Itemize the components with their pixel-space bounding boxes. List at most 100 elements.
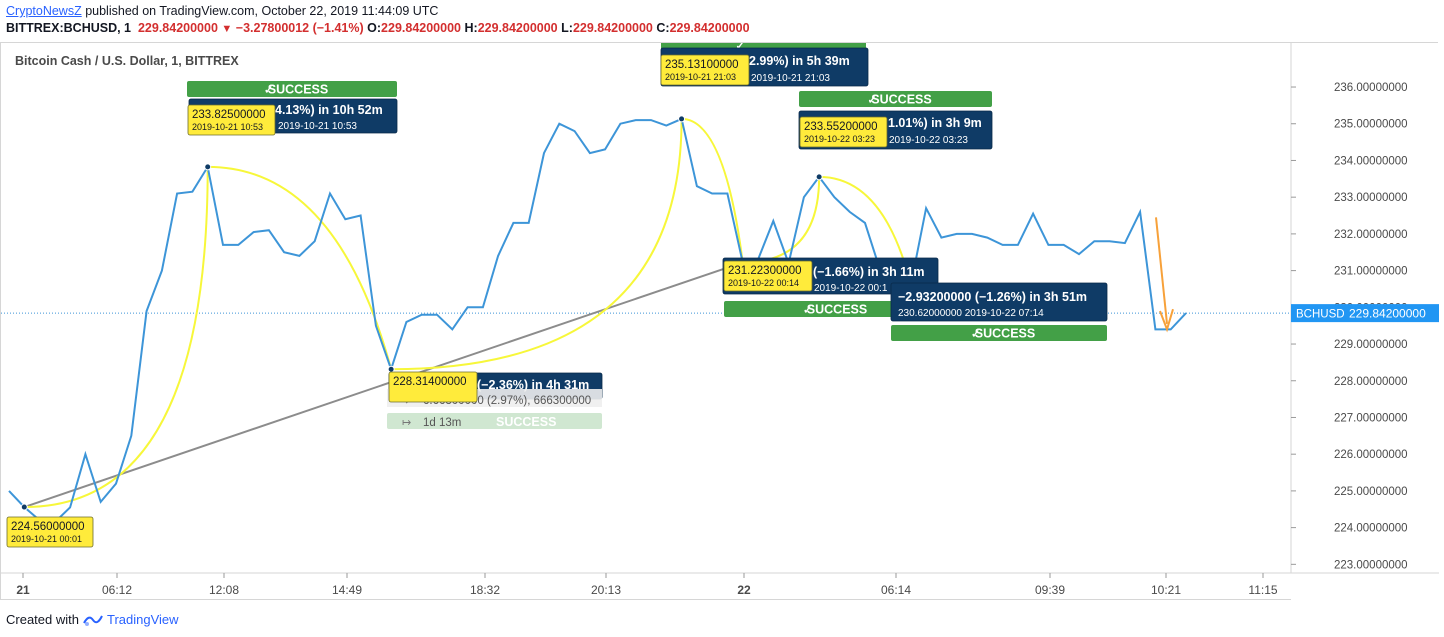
y-tick-label: 227.00000000 xyxy=(1334,412,1408,424)
tradingview-logo-icon xyxy=(83,615,103,626)
stats-date: 2019-10-21 21:03 xyxy=(751,73,830,84)
x-tick-label: 06:14 xyxy=(881,583,911,597)
pivot-point xyxy=(678,115,686,123)
last-price-tag xyxy=(1291,304,1439,323)
stats-date: 2019-10-21 10:53 xyxy=(278,121,357,132)
price-label: 231.22300000 xyxy=(728,265,802,277)
publication-info: CryptoNewsZ published on TradingView.com… xyxy=(6,4,438,18)
x-tick-label: 10:21 xyxy=(1151,583,1181,597)
footer: Created with TradingView xyxy=(6,612,179,627)
x-tick-label: 20:13 xyxy=(591,583,621,597)
high-label: H: xyxy=(464,21,478,35)
y-tick-label: 234.00000000 xyxy=(1334,155,1408,167)
pivot-point xyxy=(20,503,28,511)
bars-icon: ↦ xyxy=(402,417,411,429)
stats-text: 4.13%) in 10h 52m xyxy=(275,103,383,117)
x-tick-label: 06:12 xyxy=(102,583,132,597)
projection-arc xyxy=(391,118,683,371)
y-tick-label: 226.00000000 xyxy=(1334,449,1408,461)
price-label: 235.13100000 xyxy=(665,59,739,71)
date-label: 2019-10-21 00:01 xyxy=(11,534,82,544)
check-icon: ✓ xyxy=(868,95,877,107)
success-badge xyxy=(724,301,938,317)
stats-date: 2019-10-22 03:23 xyxy=(889,135,968,146)
pivot-point xyxy=(387,365,395,373)
projection-arc xyxy=(681,117,744,263)
date-label: 2019-10-21 10:53 xyxy=(192,122,263,132)
price-change: −3.27800012 (−1.41%) xyxy=(235,21,364,35)
x-tick-label: 22 xyxy=(737,583,751,597)
check-icon: ✓ xyxy=(803,305,812,317)
forecast-arrow xyxy=(1155,217,1168,324)
check-icon: ✓ xyxy=(264,85,273,97)
open-label: O: xyxy=(367,21,382,35)
stats-text: −2.93200000 (−1.26%) in 3h 51m xyxy=(898,290,1087,304)
chart-title: Bitcoin Cash / U.S. Dollar, 1, BITTREX xyxy=(15,54,239,68)
check-icon: ✓ xyxy=(971,329,980,341)
stats-text: (−1.66%) in 3h 11m xyxy=(813,265,925,279)
price-label: 233.55200000 xyxy=(804,121,878,133)
price-label: 224.56000000 xyxy=(11,521,85,533)
success-badge xyxy=(891,325,1107,341)
date-label: 2019-10-22 03:23 xyxy=(804,134,875,144)
close-label: C: xyxy=(656,21,670,35)
price-label: 228.31400000 xyxy=(393,376,467,388)
last-price: 229.84200000 xyxy=(137,21,218,35)
stats-text: 2.99%) in 5h 39m xyxy=(749,54,850,68)
last-price-value: 229.84200000 xyxy=(1349,307,1426,321)
y-tick-label: 231.00000000 xyxy=(1334,266,1408,278)
price-tag-rally-2 xyxy=(660,54,750,86)
y-tick-label: 232.00000000 xyxy=(1334,229,1408,241)
stats-box xyxy=(890,282,1108,322)
y-tick-label: 235.00000000 xyxy=(1334,119,1408,131)
price-tag-rally-3 xyxy=(799,116,888,148)
high-value: 229.84200000 xyxy=(477,21,558,35)
y-tick-label: 236.00000000 xyxy=(1334,82,1408,94)
x-tick-label: 18:32 xyxy=(470,583,500,597)
success-label-faded: SUCCESS xyxy=(496,415,556,429)
trend-line xyxy=(23,261,744,508)
stats-text: 1.01%) in 3h 9m xyxy=(888,116,982,130)
price-tag-start xyxy=(6,516,94,548)
x-tick-label: 12:08 xyxy=(209,583,239,597)
price-tag-rally-1 xyxy=(187,104,276,136)
success-label: SUCCESS xyxy=(268,83,328,97)
y-tick-label: 224.00000000 xyxy=(1334,523,1408,535)
x-tick-label: 09:39 xyxy=(1035,583,1065,597)
low-value: 229.84200000 xyxy=(572,21,653,35)
price-chart[interactable]: 223.00000000 224.00000000 225.00000000 226.… xyxy=(1,43,1439,601)
created-with-label: Created with xyxy=(6,612,79,627)
projection-arc xyxy=(742,176,821,264)
success-badge xyxy=(799,91,992,107)
published-text: published on TradingView.com, October 22… xyxy=(85,4,439,18)
forecast-arrowhead xyxy=(1159,308,1174,333)
success-label: SUCCESS xyxy=(871,93,931,107)
low-label: L: xyxy=(561,21,573,35)
date-label: 2019-10-21 21:03 xyxy=(665,72,736,82)
symbol-label: BITTREX:BCHUSD, 1 xyxy=(6,21,132,35)
chart-panel[interactable]: 223.00000000 224.00000000 225.00000000 226.… xyxy=(0,42,1439,601)
stats-date: 2019-10-22 00:1 xyxy=(814,283,888,294)
price-label: 233.82500000 xyxy=(192,109,266,121)
pivot-point xyxy=(815,173,823,181)
author-link[interactable]: CryptoNewsZ xyxy=(6,4,82,18)
bars-text: 1d 13m xyxy=(423,417,461,429)
y-tick-label: 228.00000000 xyxy=(1334,376,1408,388)
x-tick-label: 11:15 xyxy=(1248,583,1277,597)
y-tick-label: 233.00000000 xyxy=(1334,192,1408,204)
date-label: 2019-10-22 00:14 xyxy=(728,278,799,288)
x-tick-label: 21 xyxy=(16,583,30,597)
success-badge xyxy=(187,81,397,97)
success-badge-faded xyxy=(387,413,602,429)
success-label: SUCCESS xyxy=(975,327,1035,341)
price-tag-drop-1 xyxy=(388,371,478,403)
down-arrow-icon: ▼ xyxy=(221,23,233,35)
x-tick-label: 14:49 xyxy=(332,583,362,597)
open-value: 229.84200000 xyxy=(381,21,461,35)
close-value: 229.84200000 xyxy=(669,21,750,35)
tradingview-link[interactable]: TradingView xyxy=(106,612,179,627)
y-tick-label: 223.00000000 xyxy=(1334,559,1408,571)
y-tick-label: 229.00000000 xyxy=(1334,339,1408,351)
price-line xyxy=(8,117,1187,524)
y-tick-label: 225.00000000 xyxy=(1334,486,1408,498)
